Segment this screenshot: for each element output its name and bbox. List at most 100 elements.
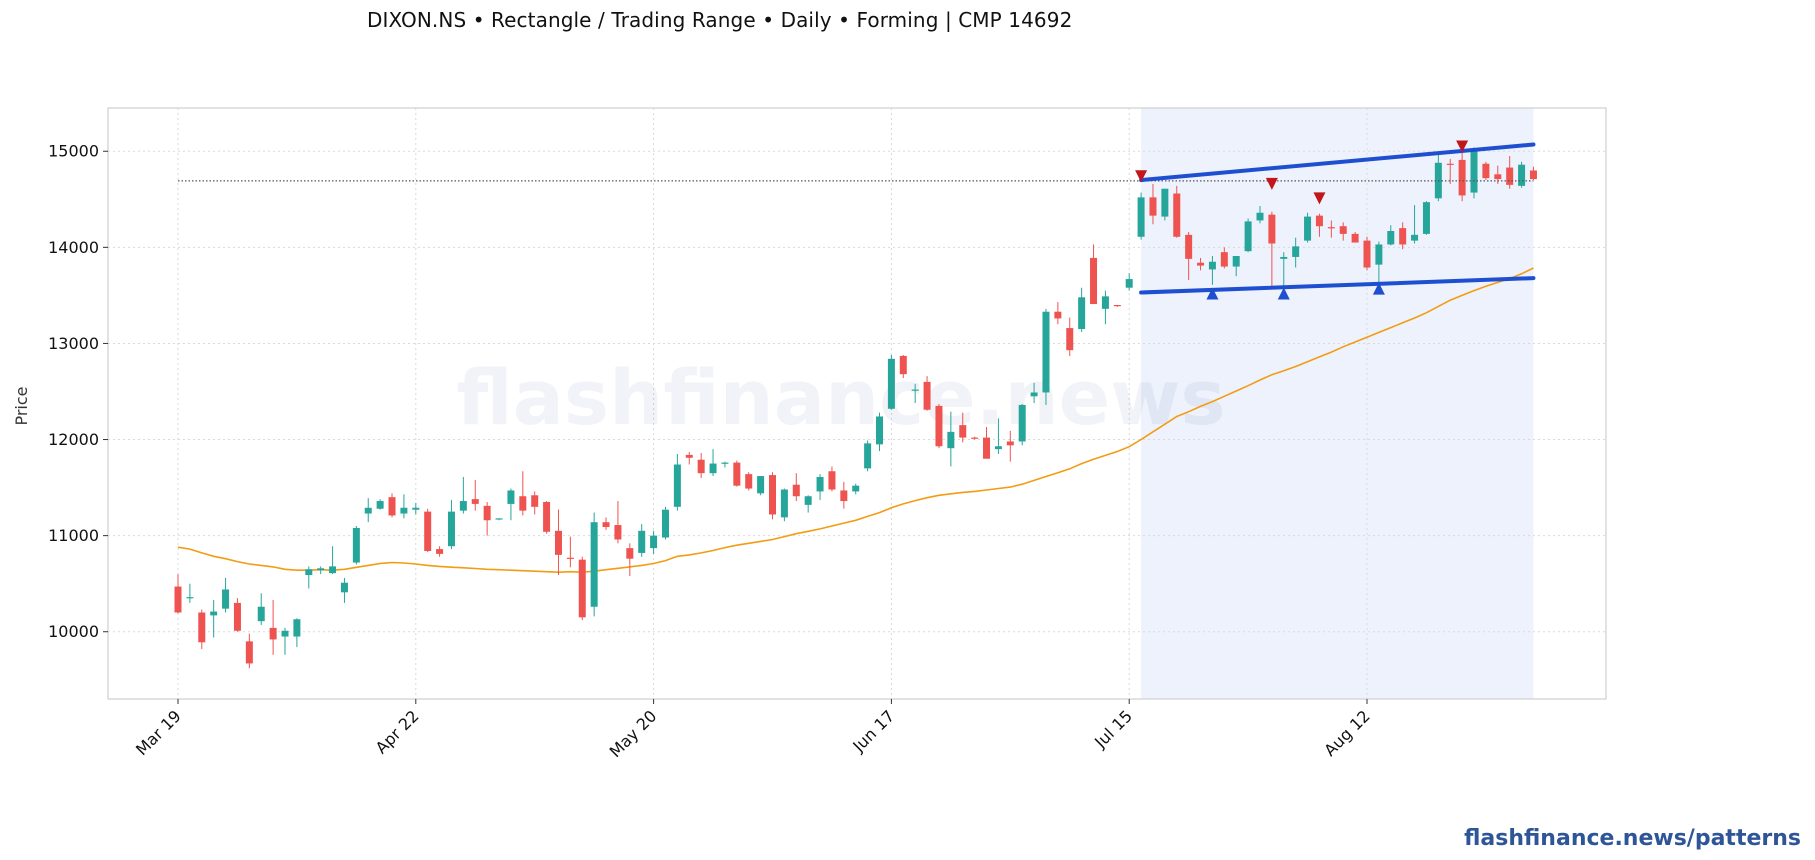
candle-body xyxy=(1339,226,1347,234)
candle-body xyxy=(412,507,420,510)
moving-average-line xyxy=(177,267,1534,574)
candle-body xyxy=(1173,193,1181,237)
candle xyxy=(697,452,705,478)
candle xyxy=(1268,211,1276,287)
candle-body xyxy=(1149,197,1157,216)
candle-body xyxy=(733,462,741,486)
candle-body xyxy=(1197,262,1205,266)
candle-body xyxy=(1054,311,1062,319)
x-tick-label: Apr 22 xyxy=(372,706,423,757)
candle xyxy=(1066,317,1074,356)
candle-body xyxy=(1090,257,1098,305)
candle-body xyxy=(911,389,919,391)
candle-body xyxy=(1529,170,1537,180)
candle xyxy=(1232,255,1240,277)
candle xyxy=(376,499,384,510)
candle-body xyxy=(971,437,979,439)
candle-body xyxy=(1125,279,1133,288)
x-tick-label: Jul 15 xyxy=(1090,706,1136,752)
candle-body xyxy=(174,586,182,613)
x-tick-label: May 20 xyxy=(606,706,661,761)
y-tick-label: 12000 xyxy=(48,430,99,449)
candle xyxy=(1113,305,1121,307)
candle xyxy=(1446,158,1454,184)
candle xyxy=(923,376,931,411)
candle-body xyxy=(198,612,206,643)
candle-body xyxy=(1304,216,1312,241)
candle xyxy=(1078,287,1086,332)
candle-body xyxy=(459,501,467,511)
candle xyxy=(1529,166,1537,181)
candle xyxy=(876,412,884,452)
candle xyxy=(554,509,562,576)
candle xyxy=(233,598,241,632)
candle-body xyxy=(554,530,562,555)
candle-body xyxy=(1327,227,1335,229)
candle xyxy=(186,583,194,603)
candle-body xyxy=(1458,159,1466,196)
candle xyxy=(471,479,479,511)
chart-title: DIXON.NS • Rectangle / Trading Range • D… xyxy=(367,8,1073,32)
candle-body xyxy=(1066,328,1074,351)
candle-body xyxy=(400,507,408,514)
candle xyxy=(578,556,586,621)
candle-body xyxy=(471,499,479,504)
moving-average-layer xyxy=(177,267,1534,574)
candle-body xyxy=(804,496,812,505)
candle-body xyxy=(1101,296,1109,309)
candle-body xyxy=(661,509,669,538)
candle xyxy=(222,577,230,613)
y-tick-label: 11000 xyxy=(48,526,99,545)
candle xyxy=(626,543,634,576)
candle-body xyxy=(329,566,337,574)
candle-body xyxy=(852,485,860,492)
candle xyxy=(757,476,765,496)
candle-body xyxy=(364,507,372,514)
watermark: flashfinance.news xyxy=(456,353,1225,442)
candle-body xyxy=(531,495,539,507)
candle xyxy=(983,427,991,459)
candle-body xyxy=(1042,311,1050,393)
footer-credit: flashfinance.news/patterns xyxy=(1464,826,1801,851)
candle xyxy=(412,502,420,515)
candle-body xyxy=(673,464,681,507)
candle-body xyxy=(436,549,444,554)
candle xyxy=(1208,255,1216,285)
candle-body xyxy=(816,477,824,492)
candle-body xyxy=(780,489,788,518)
candle xyxy=(673,453,681,511)
candle xyxy=(1315,213,1323,237)
candle xyxy=(400,494,408,519)
candle xyxy=(852,483,860,495)
candle xyxy=(495,518,503,521)
candle xyxy=(602,517,610,530)
candle xyxy=(305,566,313,589)
candle xyxy=(364,498,372,523)
candle xyxy=(1363,236,1371,271)
candle xyxy=(1518,161,1526,188)
candle xyxy=(1482,161,1490,181)
candle-body xyxy=(1137,197,1145,237)
candle xyxy=(1470,147,1478,199)
candle-body xyxy=(1280,256,1288,259)
candle-body xyxy=(1422,202,1430,234)
candle xyxy=(1018,403,1026,446)
candle-body xyxy=(305,569,313,576)
candle-body xyxy=(352,527,360,563)
candle-body xyxy=(222,589,230,609)
candle xyxy=(245,633,253,669)
candle xyxy=(590,512,598,617)
candle-body xyxy=(1185,234,1193,259)
candle xyxy=(1173,185,1181,238)
candle xyxy=(638,524,646,557)
candle xyxy=(174,574,182,614)
candle xyxy=(388,493,396,518)
candle xyxy=(769,472,776,520)
candle-body xyxy=(1113,305,1121,307)
candle-body xyxy=(1256,212,1264,221)
candles-layer xyxy=(174,141,1537,669)
candle-body xyxy=(1078,297,1086,330)
candle-body xyxy=(899,355,907,375)
candle-body xyxy=(578,559,586,618)
plot-frame xyxy=(107,107,1607,700)
